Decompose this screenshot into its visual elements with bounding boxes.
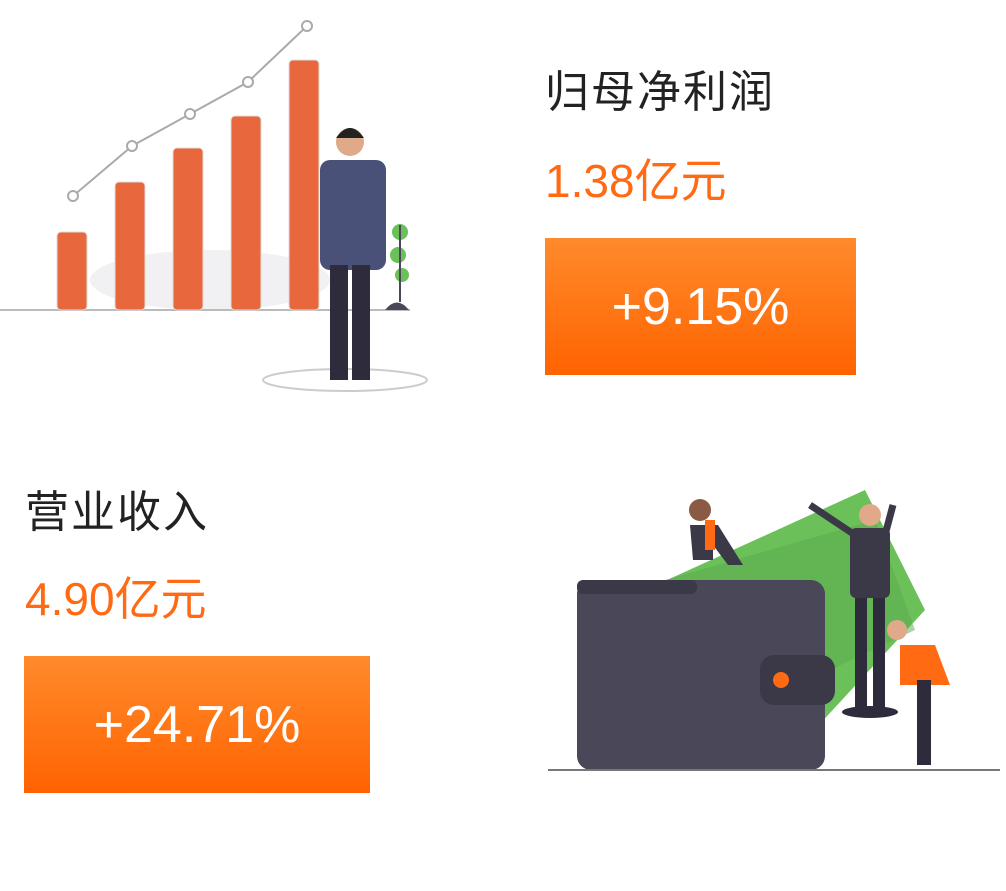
wallet-money-people-illustration — [548, 490, 1000, 771]
net-profit-title: 归母净利润 — [545, 68, 775, 117]
growth-chart-businessman-illustration — [0, 20, 428, 392]
net-profit-change-badge: +9.15% — [545, 238, 856, 375]
revenue-value: 4.90亿元 — [25, 573, 207, 625]
revenue-title: 营业收入 — [25, 488, 209, 537]
net-profit-value: 1.38亿元 — [545, 155, 727, 207]
revenue-change-badge: +24.71% — [24, 656, 370, 793]
